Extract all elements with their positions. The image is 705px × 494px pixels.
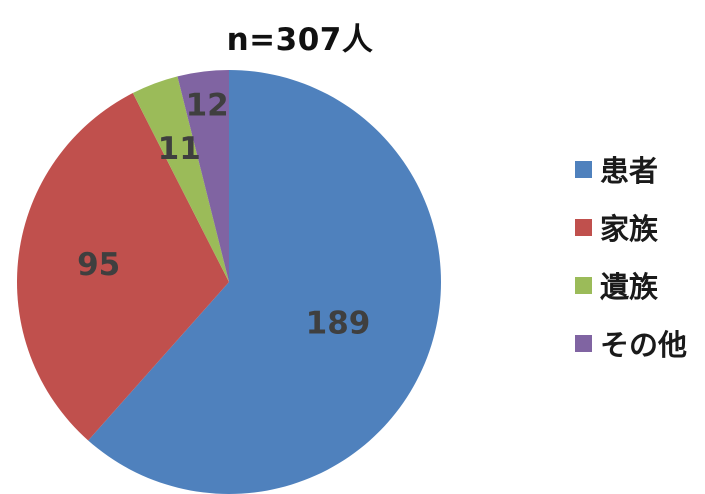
pie-slice-3 [132, 76, 229, 283]
legend-swatch [575, 276, 592, 294]
legend-item-4: その他 [575, 314, 687, 372]
legend-item-2: 家族 [575, 198, 687, 256]
legend-swatch [575, 334, 592, 352]
pie-slice-4 [177, 70, 229, 282]
pie-slice-1 [88, 70, 442, 494]
chart-title: n=307人 [226, 22, 374, 58]
legend: 患者 家族 遺族 その他 [575, 140, 687, 372]
legend-swatch [575, 218, 592, 236]
pie-slice-2 [17, 93, 230, 441]
legend-label: 遺族 [600, 270, 659, 304]
legend-label: その他 [600, 328, 688, 362]
data-label-1: 189 [306, 305, 371, 341]
legend-item-1: 患者 [575, 140, 687, 198]
legend-label: 家族 [600, 212, 659, 246]
legend-label: 患者 [600, 154, 659, 188]
pie-chart: 189 95 11 12 [17, 70, 442, 494]
data-label-3: 11 [158, 131, 201, 167]
legend-swatch [575, 160, 592, 178]
data-label-4: 12 [186, 87, 229, 123]
legend-item-3: 遺族 [575, 256, 687, 314]
data-label-2: 95 [77, 247, 120, 283]
